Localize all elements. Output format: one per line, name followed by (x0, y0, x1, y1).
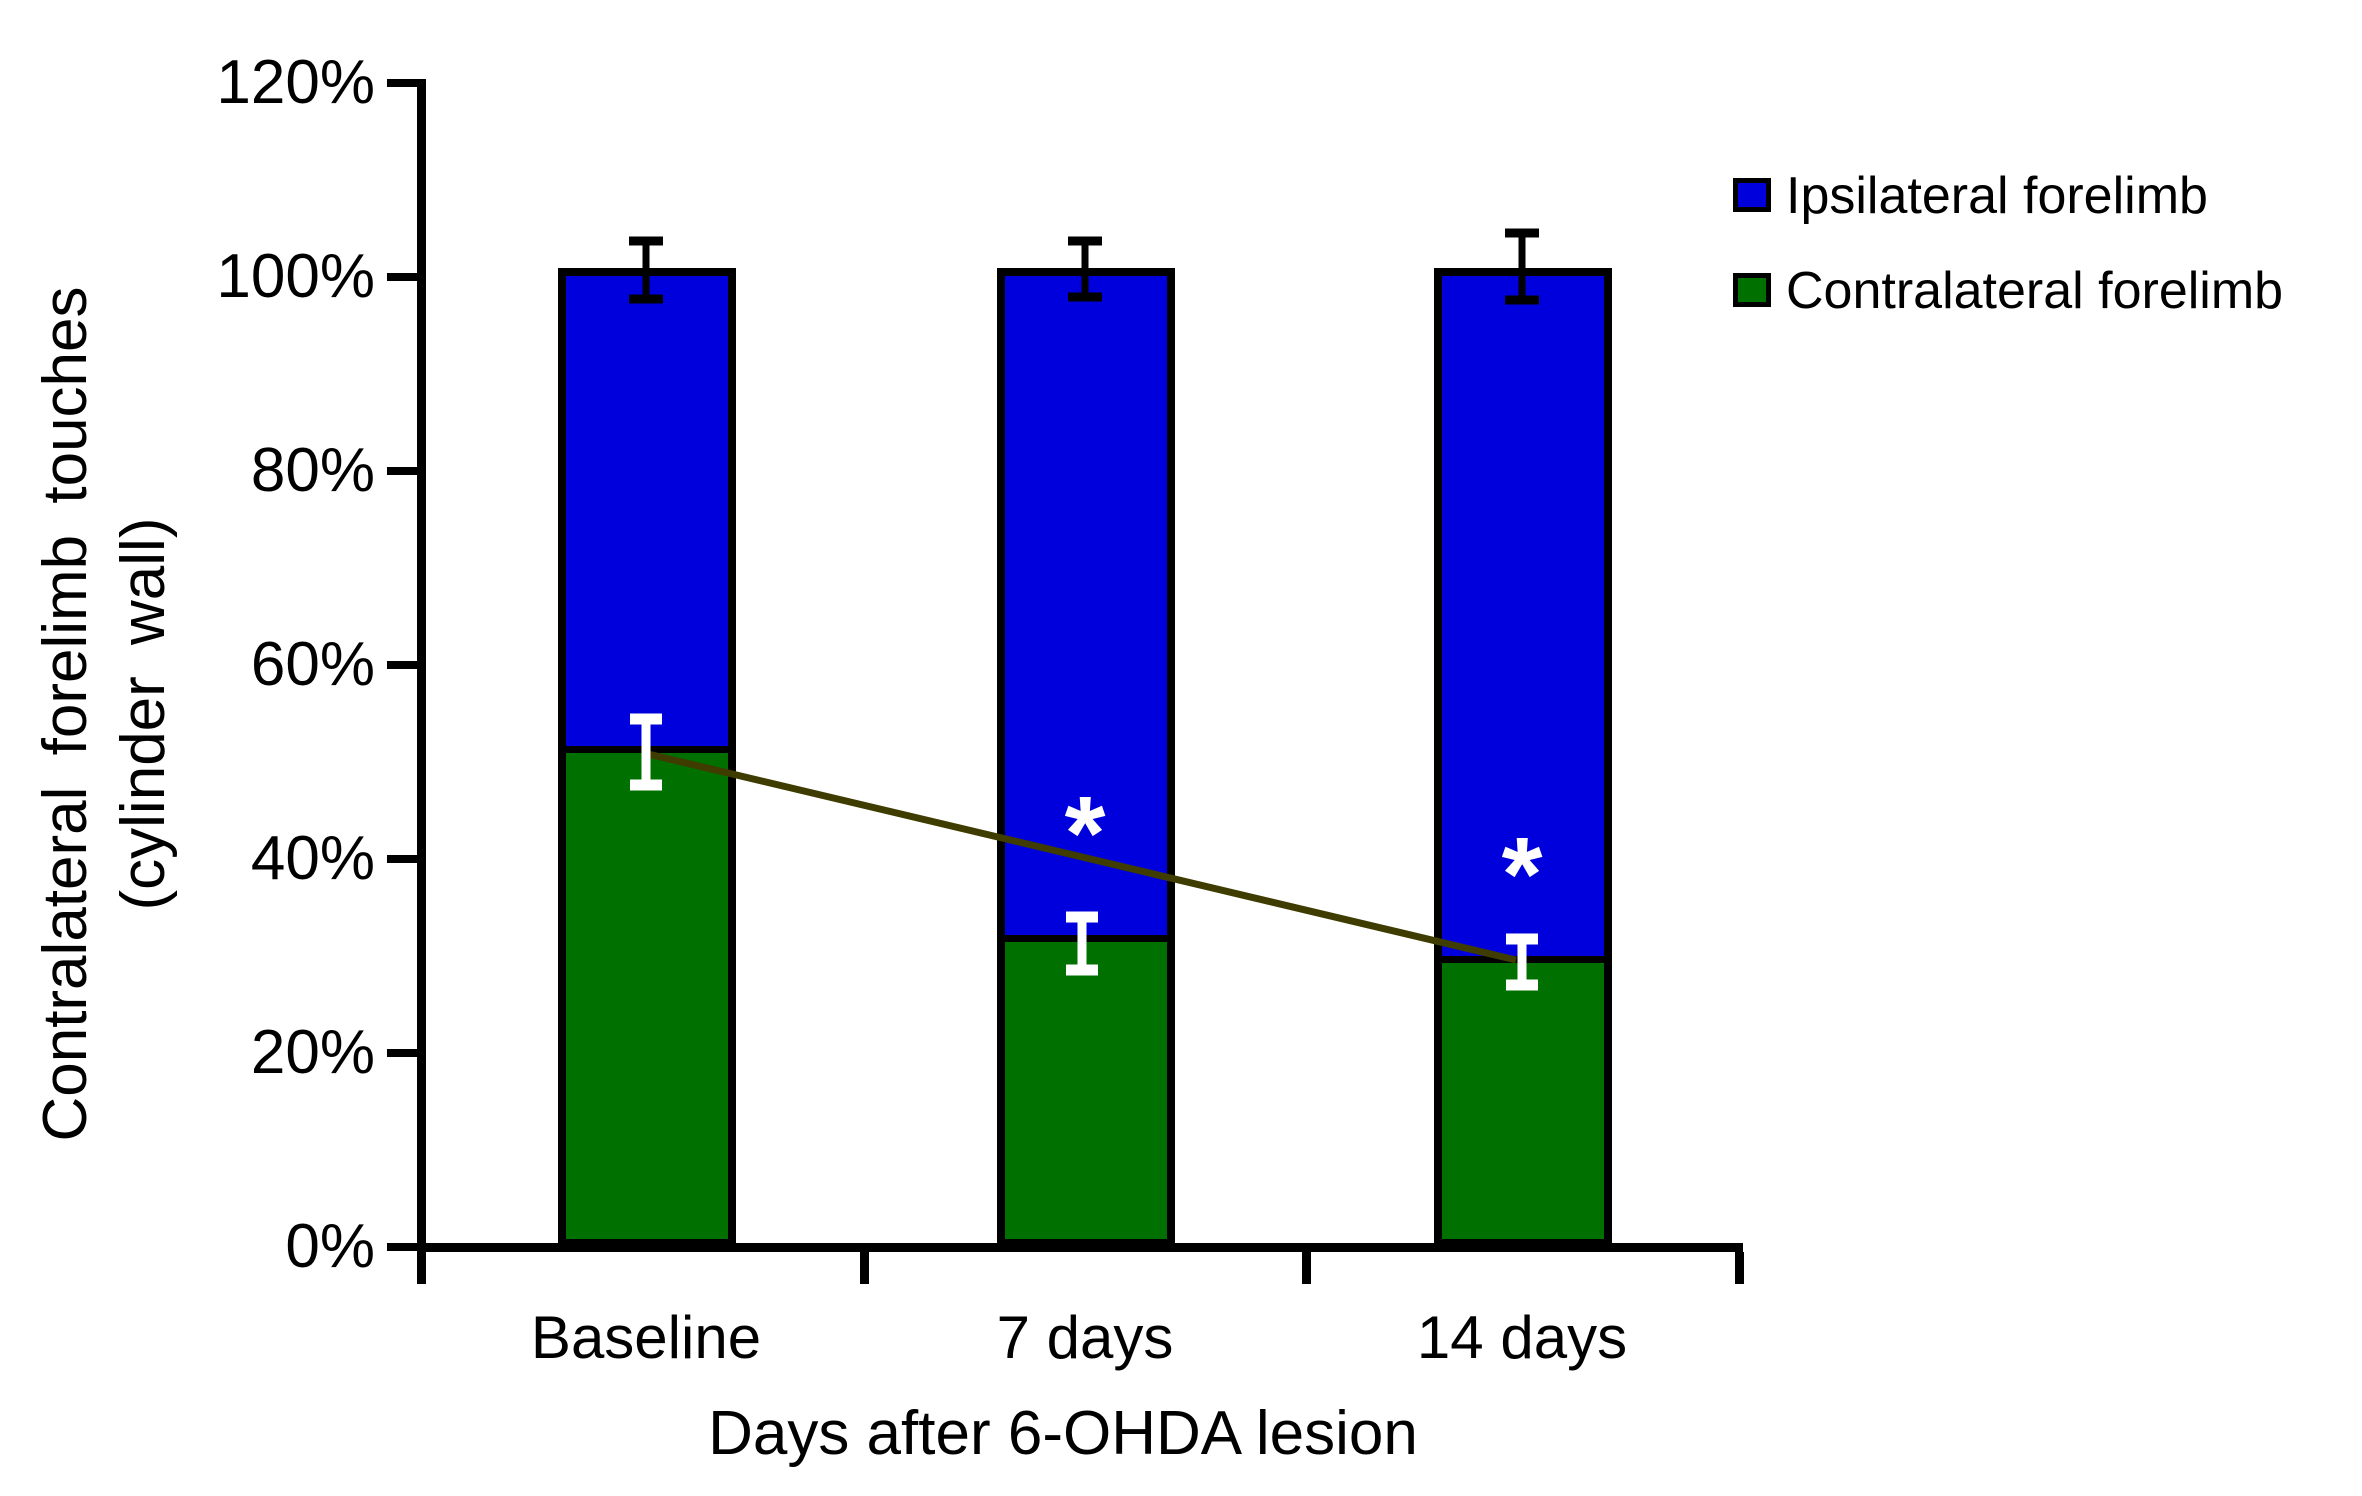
bar-7-days-contralateral-segment (1005, 935, 1167, 1239)
x-axis-line (417, 1243, 1743, 1252)
y-axis-line (417, 79, 426, 1252)
y-tick-120 (387, 79, 417, 87)
y-tick-label-40: 40% (250, 824, 375, 893)
y-tick-label-20: 20% (250, 1018, 375, 1087)
y-tick-label-80: 80% (250, 436, 375, 505)
legend-swatch-ipsilateral (1733, 178, 1771, 212)
y-axis-title-line1: Contralateral forelimb touches (31, 286, 100, 1142)
y-tick-80 (387, 467, 417, 475)
y-tick-label-0: 0% (285, 1212, 375, 1281)
y-tick-100 (387, 273, 417, 281)
legend-label-ipsilateral: Ipsilateral forelimb (1786, 167, 2208, 225)
bar-baseline (558, 268, 736, 1247)
y-tick-0 (387, 1243, 417, 1251)
y-tick-60 (387, 661, 417, 669)
bar-baseline-contralateral-segment (566, 746, 728, 1239)
bar-14-days-contralateral-segment (1442, 956, 1604, 1239)
x-axis-title: Days after 6-OHDA lesion (708, 1399, 1418, 1468)
y-tick-label-100: 100% (216, 242, 375, 311)
y-tick-40 (387, 855, 417, 863)
x-tick-divider-2 (1302, 1252, 1311, 1284)
y-tick-label-120: 120% (216, 48, 375, 117)
legend-label-contralateral: Contralateral forelimb (1786, 262, 2284, 320)
y-tick-20 (387, 1049, 417, 1057)
x-tick-right-corner (1735, 1252, 1744, 1284)
x-label-14-days: 14 days (1416, 1304, 1628, 1371)
bar-14-days (1434, 268, 1612, 1247)
x-label-7-days: 7 days (996, 1304, 1174, 1371)
legend-swatch-contralateral (1733, 273, 1771, 307)
x-tick-divider-1 (860, 1252, 869, 1284)
x-tick-left-corner (417, 1252, 426, 1284)
x-label-baseline: Baseline (530, 1304, 762, 1371)
bar-7-days (997, 268, 1175, 1247)
y-tick-label-60: 60% (250, 630, 375, 699)
